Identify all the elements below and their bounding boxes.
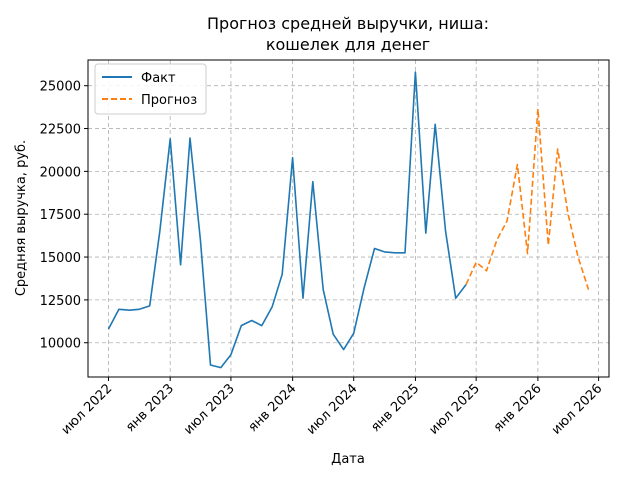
legend: Факт Прогноз [94, 63, 207, 115]
y-tick-label: 22500 [40, 123, 81, 138]
x-axis-label: Дата [331, 452, 365, 467]
x-tick-label: янв 2024 [246, 381, 300, 435]
x-tick-label: июл 2023 [181, 381, 238, 438]
x-tick-label: янв 2025 [368, 381, 422, 435]
y-tick-label: 10000 [40, 337, 81, 352]
y-tick-label: 15000 [40, 251, 81, 266]
x-axis-ticks: июл 2022 янв 2023 июл 2023 янв 2024 июл 2024… [59, 377, 606, 438]
x-tick-label: янв 2023 [123, 381, 177, 435]
y-tick-label: 20000 [40, 165, 81, 180]
y-axis-label: Средняя выручка, руб. [14, 140, 29, 296]
legend-label-fact: Факт [141, 71, 176, 86]
series-layer [107, 71, 590, 369]
plot-frame [87, 59, 610, 378]
y-tick-label: 12500 [40, 294, 81, 309]
series-line-fact [107, 71, 467, 369]
x-tick-label: июл 2022 [59, 381, 116, 438]
y-tick-label: 17500 [40, 208, 81, 223]
chart-title-line-1: Прогноз средней выручки, ниша: [207, 14, 489, 33]
y-tick-label: 25000 [40, 80, 81, 95]
series-line-forecast [465, 108, 590, 290]
y-axis-ticks: 10000 12500 15000 17500 20000 22500 25000 [40, 80, 88, 352]
x-tick-label: июл 2024 [304, 381, 361, 438]
x-tick-label: янв 2026 [491, 381, 545, 435]
chart-title-line-2: кошелек для денег [266, 35, 430, 54]
x-tick-label: июл 2025 [426, 381, 483, 438]
x-tick-label: июл 2026 [549, 381, 606, 438]
legend-label-forecast: Прогноз [141, 93, 197, 108]
